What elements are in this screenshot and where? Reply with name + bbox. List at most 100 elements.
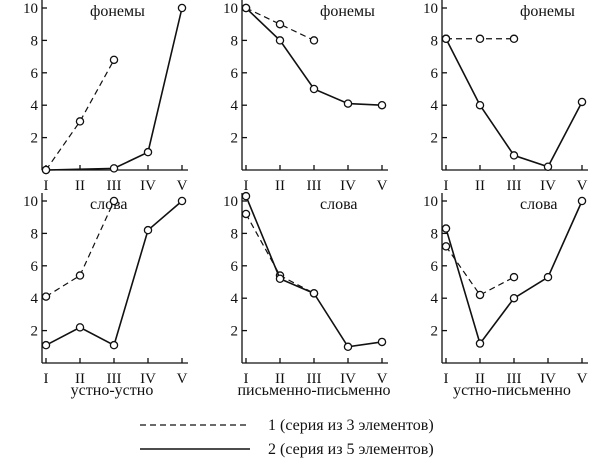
data-point xyxy=(577,196,587,206)
y-tick-label: 8 xyxy=(431,226,439,242)
data-point xyxy=(275,36,285,45)
data-point xyxy=(241,191,251,201)
y-tick-label: 2 xyxy=(31,324,39,340)
x-tick-label: III xyxy=(107,371,122,387)
data-point xyxy=(143,225,153,235)
data-point xyxy=(441,242,451,251)
y-tick-label: 4 xyxy=(431,291,439,307)
data-point xyxy=(109,196,119,206)
data-point xyxy=(441,224,451,233)
series-line-dashed xyxy=(45,59,115,171)
legend-label: 2 (серия из 5 элементов) xyxy=(268,441,434,458)
data-point xyxy=(275,19,285,29)
data-point xyxy=(241,3,251,13)
y-tick-label: 4 xyxy=(31,291,39,307)
y-tick-label: 10 xyxy=(23,194,38,210)
x-tick-label: III xyxy=(507,371,522,387)
y-tick-label: 2 xyxy=(231,131,239,147)
data-point xyxy=(177,196,187,206)
y-tick-label: 6 xyxy=(431,259,439,275)
data-point xyxy=(109,340,119,350)
panel-title: фонемы xyxy=(320,3,375,20)
y-tick-label: 2 xyxy=(31,131,39,147)
data-point xyxy=(509,272,519,282)
series-line-solid xyxy=(45,7,183,171)
data-point xyxy=(475,34,485,44)
condition-label: устно-письменно xyxy=(453,382,571,399)
data-point xyxy=(109,164,119,173)
y-tick-label: 4 xyxy=(31,98,39,114)
x-tick-label: IV xyxy=(140,371,156,387)
condition-label: устно-устно xyxy=(71,382,154,399)
series-line-solid xyxy=(445,200,583,346)
data-point xyxy=(41,340,51,350)
y-tick-label: 2 xyxy=(231,324,239,340)
y-tick-label: 6 xyxy=(231,259,239,275)
x-tick-label: I xyxy=(44,178,49,194)
x-tick-label: III xyxy=(107,178,122,194)
x-tick-label: IV xyxy=(540,371,556,387)
x-tick-label: IV xyxy=(340,178,356,194)
data-point xyxy=(543,272,553,282)
panel-title: слова xyxy=(90,196,128,213)
x-tick-label: IV xyxy=(540,178,556,194)
data-point xyxy=(475,339,485,348)
y-tick-label: 10 xyxy=(223,1,238,17)
data-point xyxy=(177,3,187,13)
y-tick-label: 10 xyxy=(423,1,438,17)
data-point xyxy=(41,292,51,301)
x-tick-label: I xyxy=(444,371,449,387)
series-line-solid xyxy=(245,195,383,348)
x-tick-label: III xyxy=(307,178,322,194)
data-point xyxy=(41,165,51,175)
series-line-solid xyxy=(45,200,183,347)
y-tick-label: 4 xyxy=(231,98,239,114)
y-tick-label: 6 xyxy=(231,66,239,82)
x-tick-label: II xyxy=(275,371,285,387)
x-tick-label: V xyxy=(177,178,188,194)
panel-title: фонемы xyxy=(90,3,145,20)
x-tick-label: V xyxy=(577,371,588,387)
y-tick-label: 6 xyxy=(431,66,439,82)
y-tick-label: 8 xyxy=(231,33,239,49)
x-tick-label: IV xyxy=(340,371,356,387)
x-tick-label: V xyxy=(177,371,188,387)
x-tick-label: II xyxy=(75,178,85,194)
data-point xyxy=(475,290,485,300)
data-point xyxy=(441,34,451,44)
y-tick-label: 8 xyxy=(431,33,439,49)
x-tick-label: I xyxy=(244,371,249,387)
legend-label: 1 (серия из 3 элементов) xyxy=(268,417,434,434)
x-tick-label: I xyxy=(444,178,449,194)
panel-title: фонемы xyxy=(520,3,575,20)
x-tick-label: I xyxy=(44,371,49,387)
y-tick-label: 6 xyxy=(31,259,39,275)
data-point xyxy=(509,151,519,160)
data-point xyxy=(109,55,119,65)
y-tick-label: 10 xyxy=(423,194,438,210)
y-tick-label: 4 xyxy=(431,98,439,114)
x-tick-label: III xyxy=(307,371,322,387)
data-point xyxy=(241,209,251,219)
y-tick-label: 2 xyxy=(431,131,439,147)
panel-title: слова xyxy=(320,196,358,213)
y-tick-label: 8 xyxy=(231,226,239,242)
y-tick-label: 6 xyxy=(31,66,39,82)
x-tick-label: II xyxy=(75,371,85,387)
y-tick-label: 10 xyxy=(223,194,238,210)
x-tick-label: V xyxy=(377,178,388,194)
x-tick-label: II xyxy=(275,178,285,194)
data-point xyxy=(343,99,353,108)
condition-label: письменно-письменно xyxy=(237,382,390,399)
series-line-dashed xyxy=(245,7,315,41)
data-point xyxy=(509,293,519,303)
x-tick-label: I xyxy=(244,178,249,194)
data-point xyxy=(275,274,285,284)
legend: 1 (серия из 3 элементов) 2 (серия из 5 эл… xyxy=(140,417,434,458)
